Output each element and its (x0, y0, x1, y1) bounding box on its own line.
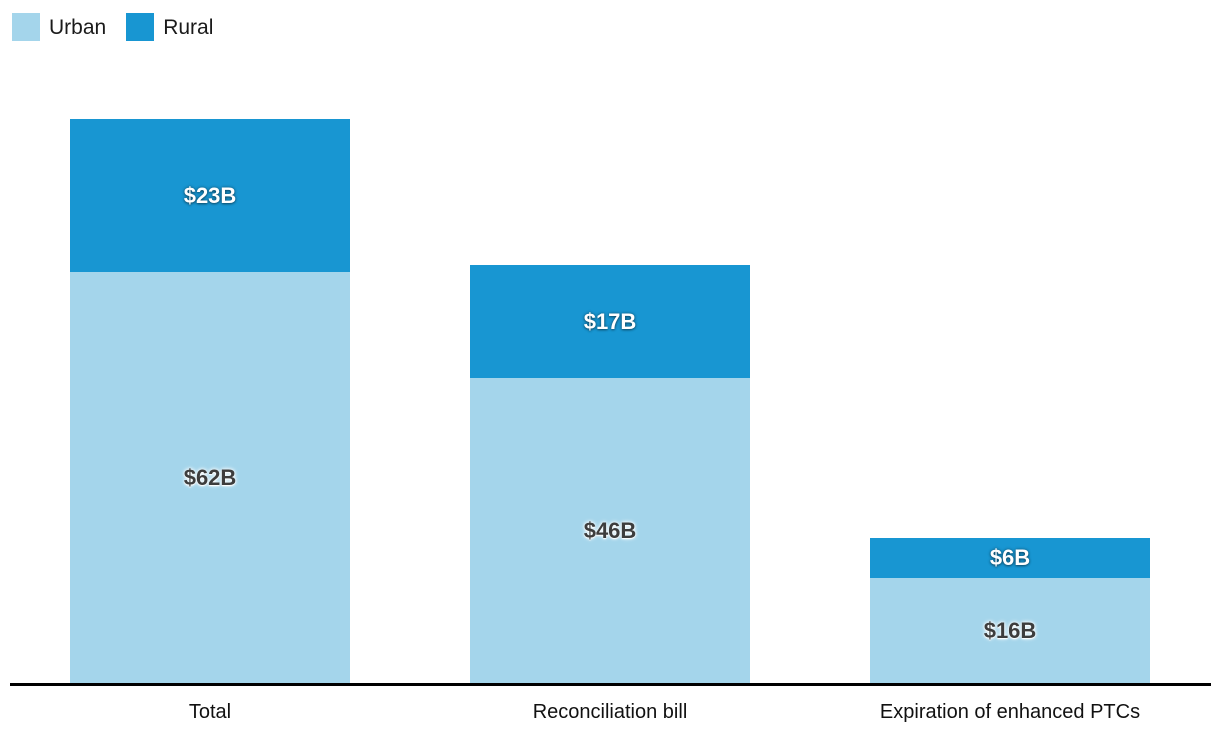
legend-swatch-rural (126, 13, 155, 41)
bar-total-rural-segment: $23B (70, 119, 350, 272)
legend-label-urban: Urban (49, 15, 107, 39)
bar-expiration-rural-segment: $6B (870, 538, 1150, 578)
legend-label-rural: Rural (163, 15, 214, 39)
bar-reconciliation-urban-segment: $46B (470, 378, 750, 684)
category-label-total: Total (188, 701, 232, 723)
x-axis-baseline (10, 683, 1211, 686)
bar-expiration-urban-segment: $16B (870, 578, 1150, 684)
legend-swatch-urban (12, 13, 40, 41)
value-label-rural-reconciliation: $17B (583, 308, 637, 334)
bar-reconciliation-rural-segment: $17B (470, 265, 750, 378)
bar-reconciliation-bill: $17B $46B (470, 265, 750, 684)
value-label-urban-reconciliation: $46B (583, 518, 637, 543)
value-label-rural-expiration: $6B (989, 545, 1031, 570)
bar-total-urban-segment: $62B (70, 272, 350, 684)
value-label-rural-total: $23B (183, 182, 237, 208)
legend-item-urban: Urban (12, 13, 106, 41)
category-label-expiration-ptcs: Expiration of enhanced PTCs (879, 701, 1141, 723)
value-label-urban-total: $62B (183, 465, 237, 490)
value-label-urban-expiration: $16B (983, 618, 1037, 643)
bar-expiration-ptcs: $6B $16B (870, 538, 1150, 684)
legend-item-rural: Rural (126, 13, 213, 41)
chart-legend: Urban Rural (12, 13, 213, 41)
category-label-reconciliation-bill: Reconciliation bill (532, 701, 688, 723)
bar-total: $23B $62B (70, 119, 350, 684)
